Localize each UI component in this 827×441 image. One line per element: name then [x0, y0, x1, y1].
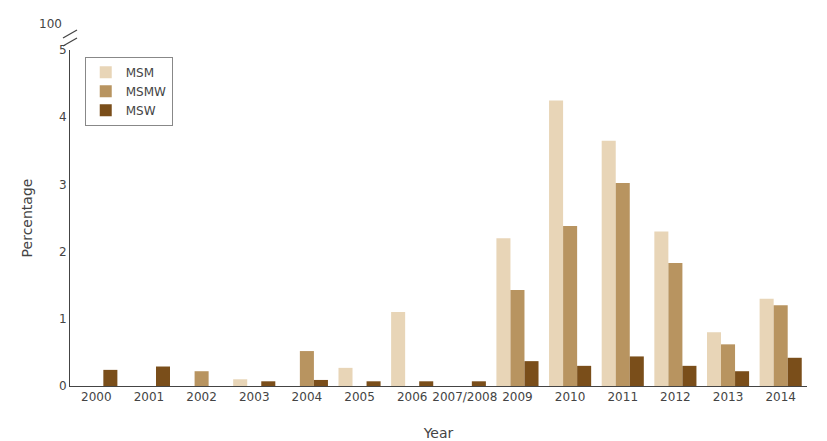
svg-text:2004: 2004 [292, 390, 323, 404]
svg-text:1: 1 [59, 312, 67, 326]
svg-text:Year: Year [423, 425, 454, 441]
svg-text:2001: 2001 [134, 390, 165, 404]
svg-text:2003: 2003 [239, 390, 270, 404]
svg-text:2010: 2010 [555, 390, 586, 404]
svg-text:Percentage: Percentage [19, 179, 35, 258]
svg-text:2006: 2006 [397, 390, 428, 404]
svg-text:2009: 2009 [502, 390, 533, 404]
svg-text:2014: 2014 [765, 390, 796, 404]
svg-text:2012: 2012 [660, 390, 691, 404]
svg-text:2011: 2011 [607, 390, 638, 404]
svg-text:MSM: MSM [126, 66, 154, 80]
svg-text:4: 4 [59, 110, 67, 124]
svg-text:2000: 2000 [81, 390, 112, 404]
svg-text:2002: 2002 [186, 390, 217, 404]
svg-text:MSW: MSW [126, 104, 156, 118]
svg-text:5: 5 [59, 43, 67, 57]
svg-text:2005: 2005 [344, 390, 375, 404]
svg-text:MSMW: MSMW [126, 85, 166, 99]
svg-text:2007/2008: 2007/2008 [432, 390, 497, 404]
svg-text:2013: 2013 [713, 390, 744, 404]
svg-text:100: 100 [39, 17, 62, 31]
svg-text:2: 2 [59, 245, 67, 259]
svg-text:0: 0 [59, 379, 67, 393]
svg-text:3: 3 [59, 178, 67, 192]
